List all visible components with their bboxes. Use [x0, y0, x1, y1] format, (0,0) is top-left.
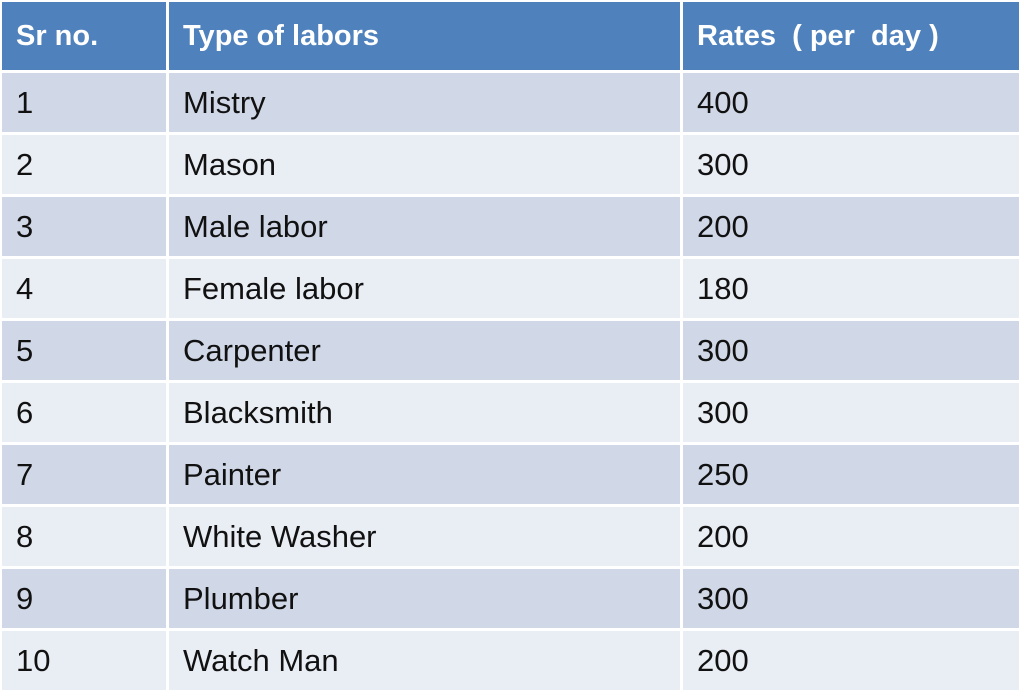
table-cell: 1 — [2, 73, 166, 132]
table-cell: 200 — [683, 507, 1019, 566]
table-cell: 2 — [2, 135, 166, 194]
table-cell: 4 — [2, 259, 166, 318]
table-cell: 180 — [683, 259, 1019, 318]
table-cell: 8 — [2, 507, 166, 566]
table-cell: 7 — [2, 445, 166, 504]
table-cell: Plumber — [169, 569, 680, 628]
table-cell: 3 — [2, 197, 166, 256]
table-cell: Blacksmith — [169, 383, 680, 442]
table-cell: White Washer — [169, 507, 680, 566]
table-cell: Painter — [169, 445, 680, 504]
labor-rates-table: Sr no. Type of labors Rates ( per day ) 1 Mi… — [2, 2, 1019, 690]
table-cell: 250 — [683, 445, 1019, 504]
table-cell: 300 — [683, 569, 1019, 628]
table-cell: Carpenter — [169, 321, 680, 380]
table-cell: 200 — [683, 197, 1019, 256]
table-cell: 9 — [2, 569, 166, 628]
table-cell: 300 — [683, 135, 1019, 194]
table-cell: 300 — [683, 383, 1019, 442]
table-cell: 300 — [683, 321, 1019, 380]
header-cell: Rates ( per day ) — [683, 2, 1019, 70]
table-cell: Female labor — [169, 259, 680, 318]
table-cell: 10 — [2, 631, 166, 690]
table-cell: Mistry — [169, 73, 680, 132]
header-cell: Sr no. — [2, 2, 166, 70]
table-cell: 400 — [683, 73, 1019, 132]
table-cell: Watch Man — [169, 631, 680, 690]
table-cell: Mason — [169, 135, 680, 194]
header-cell: Type of labors — [169, 2, 680, 70]
table-cell: Male labor — [169, 197, 680, 256]
table-cell: 6 — [2, 383, 166, 442]
table-cell: 200 — [683, 631, 1019, 690]
table-cell: 5 — [2, 321, 166, 380]
